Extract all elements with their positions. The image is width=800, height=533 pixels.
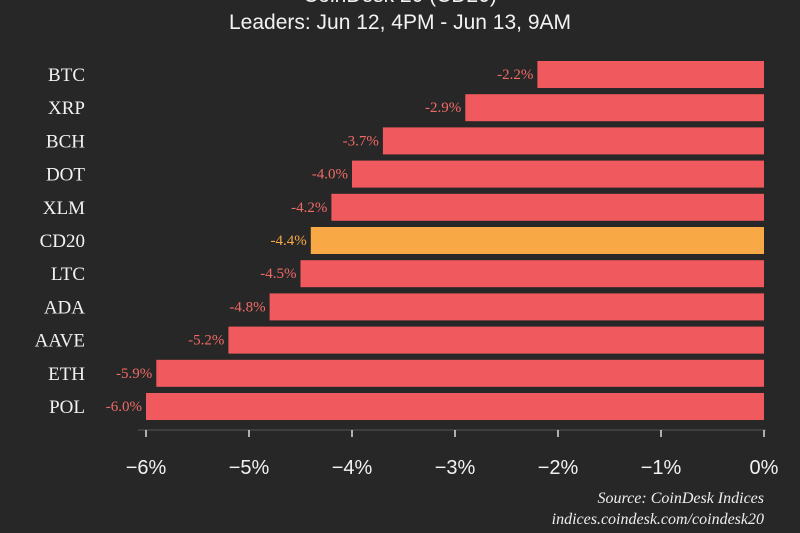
source-url: indices.coindesk.com/coindesk20 xyxy=(551,511,764,528)
category-label: BTC xyxy=(48,65,85,86)
category-label: BCH xyxy=(46,131,85,152)
category-label: DOT xyxy=(46,165,85,186)
chart-title: CoinDesk 20 (CD20) xyxy=(0,0,800,8)
category-label: XRP xyxy=(48,98,85,119)
bar-btc xyxy=(537,61,764,88)
x-tick-label: 0% xyxy=(750,457,779,479)
source-label: Source: CoinDesk Indices xyxy=(597,490,764,507)
data-label: -4.0% xyxy=(312,167,348,183)
bar-aave xyxy=(228,326,764,354)
x-tick-label: −3% xyxy=(435,457,476,479)
chart-subtitle: Leaders: Jun 12, 4PM - Jun 13, 9AM xyxy=(228,11,572,34)
x-tick-label: −2% xyxy=(538,457,579,479)
data-label: -4.8% xyxy=(229,299,265,315)
bar-dot xyxy=(352,160,764,188)
x-tick-label: −6% xyxy=(126,457,167,479)
bar-xrp xyxy=(465,94,764,122)
bar-eth xyxy=(156,359,765,387)
x-tick-label: −1% xyxy=(641,457,682,479)
x-tick-label: −4% xyxy=(332,457,373,479)
bar-bch xyxy=(382,127,764,155)
bar-xlm xyxy=(331,193,764,221)
category-label: XLM xyxy=(43,198,85,219)
x-tick-label: −5% xyxy=(229,457,270,479)
category-label: ADA xyxy=(44,297,85,318)
data-label: -6.0% xyxy=(106,399,142,415)
data-label: -2.2% xyxy=(497,67,533,83)
bar-cd20 xyxy=(310,227,764,254)
data-label: -3.7% xyxy=(343,133,379,149)
data-label: -4.5% xyxy=(260,266,296,282)
bar-pol xyxy=(146,393,764,420)
data-label: -5.9% xyxy=(116,366,152,382)
category-label: ETH xyxy=(48,364,85,385)
bar-ltc xyxy=(300,260,764,288)
category-label: AAVE xyxy=(35,331,85,352)
category-label: POL xyxy=(49,397,85,418)
data-label: -2.9% xyxy=(425,100,461,116)
data-label: -5.2% xyxy=(188,333,224,349)
data-label: -4.2% xyxy=(291,200,327,216)
data-label: -4.4% xyxy=(271,233,307,249)
category-label: LTC xyxy=(51,264,85,285)
bar-ada xyxy=(269,293,764,321)
category-label: CD20 xyxy=(40,231,85,252)
